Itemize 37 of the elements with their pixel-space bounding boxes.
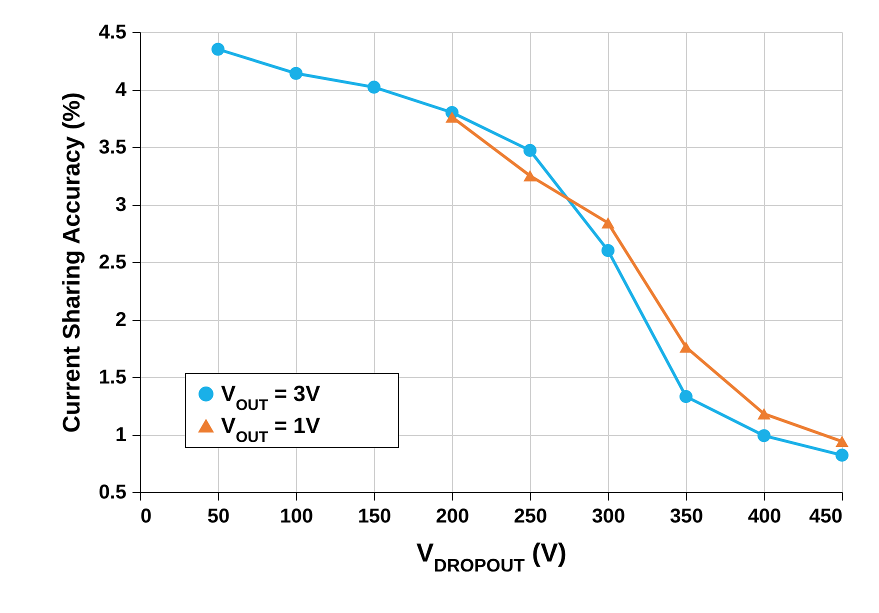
- legend-label: V$_{OUT}$ = 1V: [221, 413, 320, 446]
- x-axis-title: V$_{DROPOUT}$ (V): [416, 538, 567, 576]
- y-tick-label: 2: [115, 309, 126, 331]
- x-tick-label: 150: [358, 506, 392, 528]
- point: [523, 170, 537, 182]
- x-tick-label: 350: [670, 506, 704, 528]
- point: [757, 408, 771, 420]
- point: [835, 436, 849, 448]
- x-tick-label: 250: [514, 506, 548, 528]
- point: [211, 42, 225, 56]
- point: [757, 429, 771, 442]
- x-tick-label: 450: [809, 506, 842, 528]
- x-tick-label: 0: [140, 506, 152, 528]
- point: [835, 448, 849, 462]
- point: [367, 80, 381, 94]
- y-tick-label: 3: [115, 194, 126, 216]
- y-axis-title: Current Sharing Accuracy (%): [58, 92, 86, 433]
- point: [679, 390, 693, 404]
- point: [523, 144, 537, 157]
- point: [601, 217, 615, 229]
- legend-label: V$_{OUT}$ = 3V: [221, 381, 320, 414]
- x-tick-label: 200: [436, 506, 470, 528]
- y-tick-label: 1: [115, 424, 126, 446]
- x-tick-label: 400: [748, 506, 782, 528]
- y-tick-label: 4: [115, 79, 128, 101]
- x-tick-label: 100: [280, 506, 314, 528]
- point: [445, 111, 459, 123]
- y-tick-label: 1.5: [98, 366, 126, 388]
- y-tick-label: 0.5: [98, 482, 126, 504]
- x-tick-label: 300: [592, 506, 626, 528]
- point: [289, 66, 303, 80]
- y-tick-label: 3.5: [98, 136, 126, 158]
- y-tick-label: 4.5: [98, 22, 126, 44]
- point: [601, 244, 615, 258]
- x-tick-label: 50: [207, 506, 230, 528]
- y-tick-label: 2.5: [98, 252, 126, 274]
- point: [679, 341, 693, 353]
